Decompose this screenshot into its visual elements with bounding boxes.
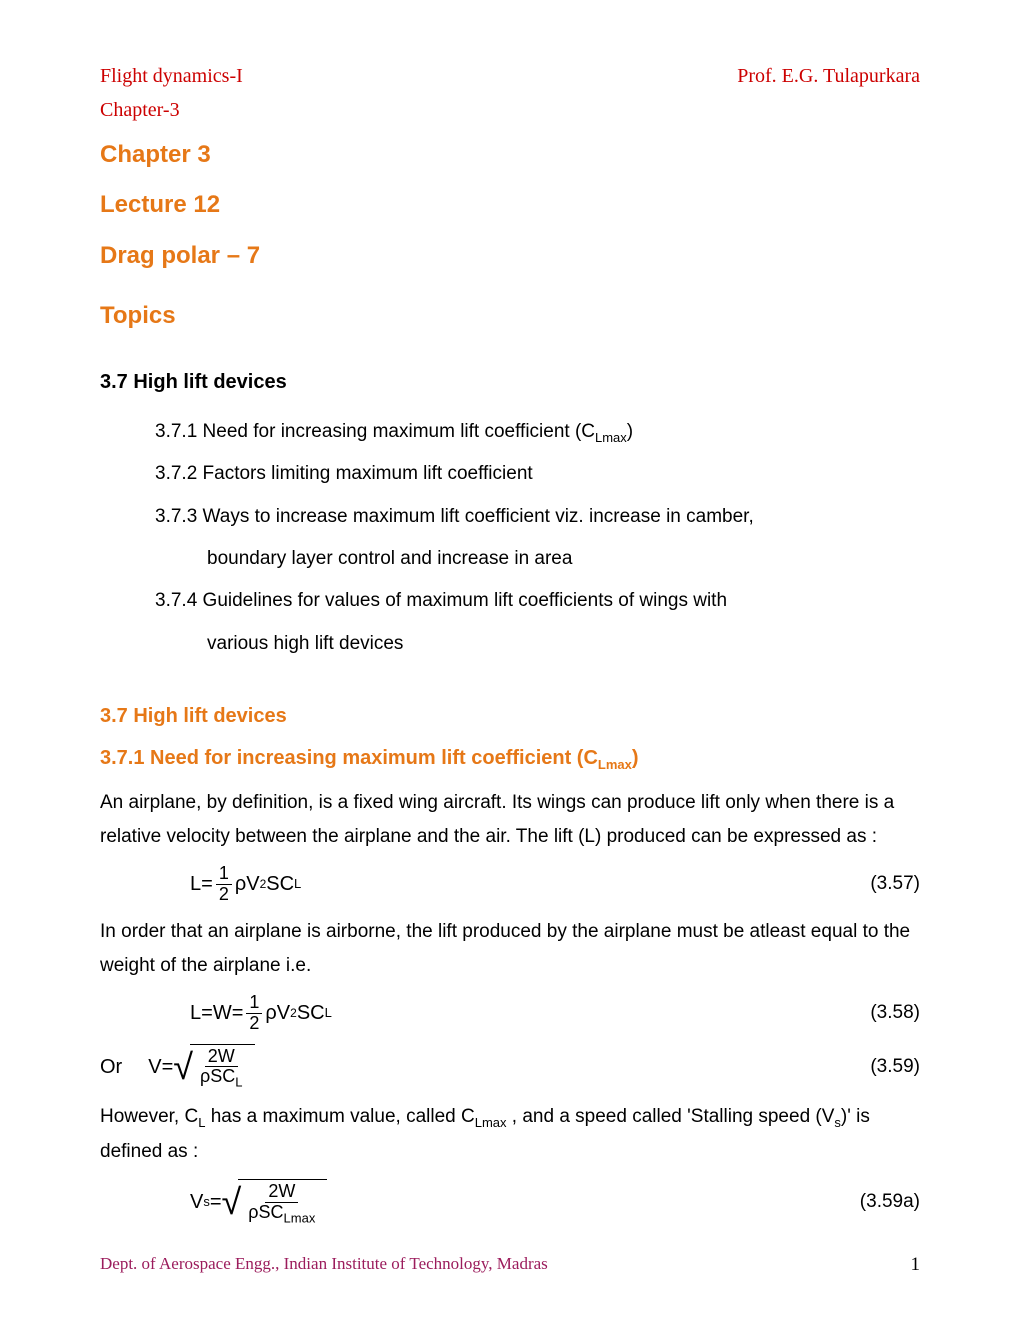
- page-number: 1: [911, 1250, 921, 1280]
- equation-number: (3.57): [870, 869, 920, 899]
- eq-text: ρ: [265, 997, 276, 1029]
- eq-text: L: [190, 997, 201, 1029]
- eq-text: V: [190, 1186, 203, 1218]
- equation-359a: Vs = √ 2W ρSCLmax: [190, 1179, 327, 1226]
- eq-sup: 2: [260, 875, 267, 894]
- eq-sub: L: [294, 874, 301, 895]
- header-chapter: Chapter-3: [100, 94, 920, 126]
- topic-item: 3.7.2 Factors limiting maximum lift coef…: [155, 458, 920, 490]
- equation-number: (3.59a): [860, 1187, 920, 1217]
- eq-text: L: [190, 868, 201, 900]
- equation-number: (3.59): [870, 1052, 920, 1082]
- sqrt: √ 2W ρSCLmax: [222, 1179, 328, 1226]
- frac-den: ρSCL: [197, 1067, 245, 1090]
- eq-text: S: [266, 868, 279, 900]
- equation-358: L = W = 12ρ V2 S CL: [190, 993, 332, 1034]
- frac-num: 1: [216, 864, 232, 885]
- topic-sub: Lmax: [595, 429, 627, 444]
- section-text: ): [632, 747, 639, 769]
- eq-text: V: [277, 997, 290, 1029]
- section-black-heading: 3.7 High lift devices: [100, 366, 920, 398]
- section-sub: Lmax: [598, 757, 632, 772]
- chapter-title: Chapter 3: [100, 136, 920, 174]
- topic-item: 3.7.4 Guidelines for values of maximum l…: [155, 585, 920, 617]
- eq-text: Or: [100, 1051, 122, 1083]
- sqrt-content: 2W ρSCL: [190, 1044, 254, 1091]
- equation-row: L=12ρV2SCL (3.57): [100, 864, 920, 905]
- header-right: Prof. E.G. Tulapurkara: [737, 60, 920, 92]
- section-orange-heading: 3.7.1 Need for increasing maximum lift c…: [100, 742, 920, 776]
- equation-row: Vs = √ 2W ρSCLmax (3.59a): [100, 1179, 920, 1226]
- eq-text: S: [297, 997, 310, 1029]
- topic-item: 3.7.1 Need for increasing maximum lift c…: [155, 416, 920, 449]
- equation-359: Or V = √ 2W ρSCL: [100, 1044, 255, 1091]
- para-sub: Lmax: [475, 1115, 507, 1130]
- eq-sub: Lmax: [284, 1210, 316, 1225]
- topics-list: 3.7.1 Need for increasing maximum lift c…: [155, 416, 920, 660]
- eq-text: =: [232, 997, 244, 1029]
- footer-dept: Dept. of Aerospace Engg., Indian Institu…: [100, 1250, 548, 1280]
- frac-num: 2W: [265, 1182, 298, 1203]
- eq-sup: 2: [290, 1004, 297, 1023]
- header-left: Flight dynamics-I: [100, 60, 243, 92]
- topics-heading: Topics: [100, 297, 920, 335]
- eq-sub: L: [235, 1075, 242, 1090]
- section-text: 3.7.1 Need for increasing maximum lift c…: [100, 747, 598, 769]
- eq-text: =: [162, 1051, 174, 1083]
- paragraph: In order that an airplane is airborne, t…: [100, 915, 920, 983]
- eq-text: C: [310, 997, 324, 1029]
- topic-item-cont: various high lift devices: [207, 628, 920, 660]
- eq-text: V: [148, 1051, 161, 1083]
- para-text: has a maximum value, called C: [205, 1106, 474, 1127]
- topic-item-cont: boundary layer control and increase in a…: [207, 543, 920, 575]
- equation-row: Or V = √ 2W ρSCL (3.59): [100, 1044, 920, 1091]
- equation-row: L = W = 12ρ V2 S CL (3.58): [100, 993, 920, 1034]
- frac-den: ρSCLmax: [245, 1203, 318, 1226]
- eq-text: =: [201, 868, 213, 900]
- equation-357: L=12ρV2SCL: [190, 864, 301, 905]
- eq-text: V: [246, 868, 259, 900]
- sqrt-content: 2W ρSCLmax: [238, 1179, 327, 1226]
- page-footer: Dept. of Aerospace Engg., Indian Institu…: [100, 1250, 920, 1280]
- topic-text: 3.7.1 Need for increasing maximum lift c…: [155, 421, 595, 442]
- eq-text: =: [201, 997, 213, 1029]
- equation-number: (3.58): [870, 998, 920, 1028]
- eq-text: ρSC: [200, 1066, 235, 1086]
- eq-text: W: [213, 997, 232, 1029]
- fraction: 2W ρSCLmax: [245, 1182, 318, 1226]
- frac-num: 2W: [205, 1047, 238, 1068]
- section-orange-heading: 3.7 High lift devices: [100, 700, 920, 732]
- topic-item: 3.7.3 Ways to increase maximum lift coef…: [155, 501, 920, 533]
- page-header: Flight dynamics-I Prof. E.G. Tulapurkara: [100, 60, 920, 92]
- paragraph: An airplane, by definition, is a fixed w…: [100, 786, 920, 854]
- frac-den: 2: [216, 885, 232, 905]
- eq-sub: L: [325, 1003, 332, 1024]
- para-text: However, C: [100, 1106, 198, 1127]
- sqrt: √ 2W ρSCL: [173, 1044, 254, 1091]
- eq-text: ρSC: [248, 1202, 283, 1222]
- fraction: 2W ρSCL: [197, 1047, 245, 1091]
- topic-text: ): [627, 421, 633, 442]
- fraction: 12: [216, 864, 232, 905]
- eq-text: =: [210, 1186, 222, 1218]
- lecture-title: Lecture 12: [100, 186, 920, 224]
- paragraph: However, CL has a maximum value, called …: [100, 1100, 920, 1168]
- frac-num: 1: [246, 993, 262, 1014]
- fraction: 12: [246, 993, 262, 1034]
- para-text: , and a speed called 'Stalling speed (V: [507, 1106, 835, 1127]
- frac-den: 2: [246, 1014, 262, 1034]
- subject-title: Drag polar – 7: [100, 237, 920, 275]
- eq-text: ρ: [235, 868, 246, 900]
- eq-text: C: [280, 868, 294, 900]
